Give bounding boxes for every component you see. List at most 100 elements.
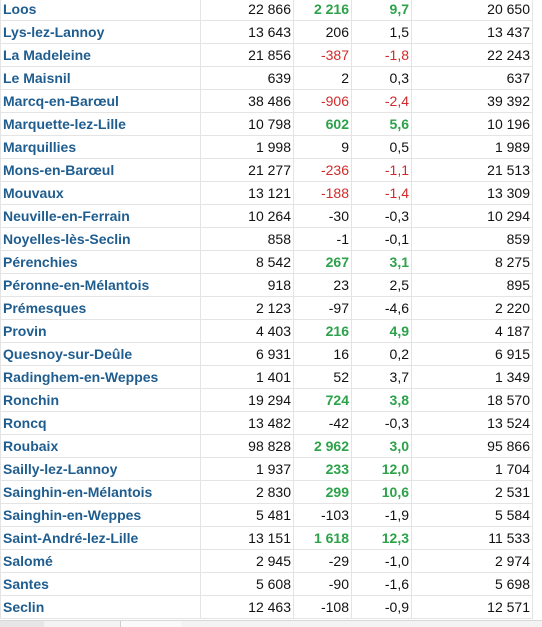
percent-change-cell: -1,8 (351, 43, 412, 67)
population-current-cell: 21 856 (200, 43, 294, 67)
table-row: Pérenchies 8 542 267 3,1 8 275 (0, 250, 533, 274)
table-row: Prémesques 2 123 -97 -4,6 2 220 (0, 296, 533, 320)
population-change-cell: -29 (293, 549, 352, 573)
commune-name-cell: Le Maisnil (0, 66, 201, 90)
population-change-cell: 23 (293, 273, 352, 297)
population-change-cell: -387 (293, 43, 352, 67)
percent-change-cell: -0,1 (351, 227, 412, 251)
percent-change-cell: -1,0 (351, 549, 412, 573)
table-row: Marquillies 1 998 9 0,5 1 989 (0, 135, 533, 159)
table-row: Salomé 2 945 -29 -1,0 2 974 (0, 549, 533, 573)
population-change-cell: -1 (293, 227, 352, 251)
percent-change-cell: 3,0 (351, 434, 412, 458)
population-change-cell: 1 618 (293, 526, 352, 550)
population-current-cell: 5 481 (200, 503, 294, 527)
population-change-cell: -42 (293, 411, 352, 435)
commune-name-cell: Prémesques (0, 296, 201, 320)
table-row: Ronchin 19 294 724 3,8 18 570 (0, 388, 533, 412)
population-change-cell: -103 (293, 503, 352, 527)
population-current-cell: 4 403 (200, 319, 294, 343)
population-change-cell: 9 (293, 135, 352, 159)
population-previous-cell: 2 531 (411, 480, 533, 504)
commune-name-cell: Provin (0, 319, 201, 343)
population-current-cell: 13 482 (200, 411, 294, 435)
population-change-cell: -30 (293, 204, 352, 228)
commune-name-cell: Radinghem-en-Weppes (0, 365, 201, 389)
population-previous-cell: 6 915 (411, 342, 533, 366)
commune-name-cell: Neuville-en-Ferrain (0, 204, 201, 228)
population-current-cell: 5 608 (200, 572, 294, 596)
population-current-cell: 2 830 (200, 480, 294, 504)
horizontal-scrollbar[interactable] (120, 621, 181, 627)
percent-change-cell: 9,7 (351, 0, 412, 21)
population-change-cell: 52 (293, 365, 352, 389)
population-current-cell: 1 401 (200, 365, 294, 389)
population-change-cell: 267 (293, 250, 352, 274)
population-previous-cell: 95 866 (411, 434, 533, 458)
percent-change-cell: -1,9 (351, 503, 412, 527)
population-change-cell: -90 (293, 572, 352, 596)
population-current-cell: 22 866 (200, 0, 294, 21)
population-current-cell: 13 643 (200, 20, 294, 44)
population-previous-cell: 4 187 (411, 319, 533, 343)
percent-change-cell: 3,1 (351, 250, 412, 274)
population-previous-cell: 859 (411, 227, 533, 251)
commune-name-cell: Santes (0, 572, 201, 596)
commune-name-cell: Marcq-en-Barœul (0, 89, 201, 113)
percent-change-cell: 0,3 (351, 66, 412, 90)
table-row: Sailly-lez-Lannoy 1 937 233 12,0 1 704 (0, 457, 533, 481)
table-row: Neuville-en-Ferrain 10 264 -30 -0,3 10 294 (0, 204, 533, 228)
population-previous-cell: 1 349 (411, 365, 533, 389)
population-current-cell: 19 294 (200, 388, 294, 412)
population-change-cell: 724 (293, 388, 352, 412)
population-current-cell: 98 828 (200, 434, 294, 458)
population-change-cell: 206 (293, 20, 352, 44)
percent-change-cell: -4,6 (351, 296, 412, 320)
population-change-cell: 233 (293, 457, 352, 481)
sheet-tab[interactable] (0, 621, 44, 627)
population-previous-cell: 5 698 (411, 572, 533, 596)
percent-change-cell: -1,1 (351, 158, 412, 182)
table-row: Loos 22 866 2 216 9,7 20 650 (0, 0, 533, 21)
commune-name-cell: Loos (0, 0, 201, 21)
percent-change-cell: 10,6 (351, 480, 412, 504)
population-change-cell: 602 (293, 112, 352, 136)
percent-change-cell: -0,3 (351, 204, 412, 228)
commune-name-cell: Noyelles-lès-Seclin (0, 227, 201, 251)
table-row: Noyelles-lès-Seclin 858 -1 -0,1 859 (0, 227, 533, 251)
population-current-cell: 2 945 (200, 549, 294, 573)
commune-name-cell: Marquillies (0, 135, 201, 159)
population-change-cell: -108 (293, 595, 352, 619)
population-change-cell: 2 962 (293, 434, 352, 458)
table-row: Provin 4 403 216 4,9 4 187 (0, 319, 533, 343)
population-current-cell: 10 264 (200, 204, 294, 228)
table-row: Roncq 13 482 -42 -0,3 13 524 (0, 411, 533, 435)
population-previous-cell: 10 294 (411, 204, 533, 228)
population-previous-cell: 11 533 (411, 526, 533, 550)
percent-change-cell: 1,5 (351, 20, 412, 44)
population-current-cell: 38 486 (200, 89, 294, 113)
table-row: Quesnoy-sur-Deûle 6 931 16 0,2 6 915 (0, 342, 533, 366)
commune-name-cell: Péronne-en-Mélantois (0, 273, 201, 297)
table-row: Marcq-en-Barœul 38 486 -906 -2,4 39 392 (0, 89, 533, 113)
commune-name-cell: Pérenchies (0, 250, 201, 274)
population-change-cell: 2 (293, 66, 352, 90)
commune-name-cell: Mouvaux (0, 181, 201, 205)
table-row: Mons-en-Barœul 21 277 -236 -1,1 21 513 (0, 158, 533, 182)
table-row: Seclin 12 463 -108 -0,9 12 571 (0, 595, 533, 619)
population-current-cell: 12 463 (200, 595, 294, 619)
table-row: Saint-André-lez-Lille 13 151 1 618 12,3 11 5… (0, 526, 533, 550)
population-change-cell: -97 (293, 296, 352, 320)
commune-name-cell: Roncq (0, 411, 201, 435)
population-previous-cell: 2 974 (411, 549, 533, 573)
population-current-cell: 1 998 (200, 135, 294, 159)
table-row: Mouvaux 13 121 -188 -1,4 13 309 (0, 181, 533, 205)
commune-name-cell: Salomé (0, 549, 201, 573)
percent-change-cell: -2,4 (351, 89, 412, 113)
population-table: Loos 22 866 2 216 9,7 20 650 Lys-lez-Lannoy 13… (0, 0, 533, 619)
table-row: Le Maisnil 639 2 0,3 637 (0, 66, 533, 90)
population-previous-cell: 10 196 (411, 112, 533, 136)
percent-change-cell: 12,0 (351, 457, 412, 481)
population-current-cell: 639 (200, 66, 294, 90)
population-current-cell: 1 937 (200, 457, 294, 481)
